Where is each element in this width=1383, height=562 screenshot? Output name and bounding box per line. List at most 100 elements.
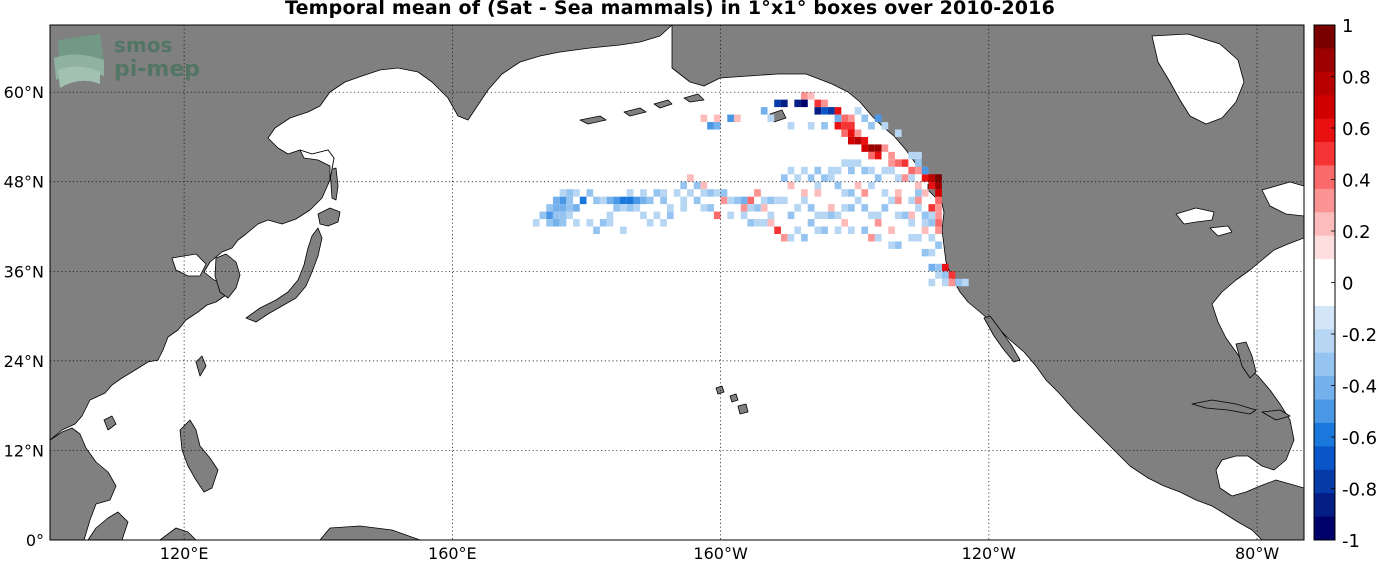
heatmap-cell <box>566 189 574 197</box>
heatmap-cell <box>928 211 936 220</box>
heatmap-cell <box>901 159 909 167</box>
heatmap-cell <box>881 166 889 175</box>
heatmap-cell <box>620 204 627 212</box>
heatmap-cell <box>881 144 889 152</box>
heatmap-cell <box>935 271 942 279</box>
heatmap-cell <box>807 204 815 212</box>
heatmap-cell <box>935 204 942 212</box>
heatmap-cell <box>774 226 781 234</box>
heatmap-cell <box>935 211 942 220</box>
heatmap-cell <box>868 151 875 160</box>
heatmap-cell <box>854 136 862 145</box>
heatmap-cell <box>894 129 902 137</box>
heatmap-cell <box>552 211 560 220</box>
heatmap-cell <box>727 196 734 205</box>
heatmap-cell <box>801 189 808 197</box>
heatmap-cell <box>606 219 614 227</box>
map-frame <box>49 24 1305 541</box>
lon-tick-label: 160°E <box>428 544 477 562</box>
colorbar-label: 0.8 <box>1342 68 1371 89</box>
heatmap-cell <box>915 181 922 190</box>
heatmap-cell <box>921 189 929 197</box>
heatmap-cell <box>894 159 902 167</box>
cuba <box>1191 399 1257 415</box>
heatmap-cell <box>700 204 708 212</box>
heatmap-cell <box>552 219 560 227</box>
heatmap-cell <box>546 204 553 212</box>
heatmap-cell <box>888 151 895 160</box>
heatmap-cell <box>848 166 855 175</box>
heatmap-cell <box>848 204 855 212</box>
logo-line1: smos <box>114 33 172 57</box>
heatmap-cell <box>713 122 721 130</box>
heatmap-cell <box>935 181 942 190</box>
heatmap-cell <box>962 278 969 287</box>
heatmap-cell <box>566 211 574 220</box>
heatmap-cell <box>559 211 567 220</box>
heatmap-cell <box>660 219 667 227</box>
heatmap-cell <box>814 189 822 197</box>
colorbar-label: 0.4 <box>1342 171 1371 192</box>
heatmap-cell <box>807 92 815 100</box>
heatmap-cell <box>888 241 895 249</box>
heatmap-cell <box>687 189 694 197</box>
heatmap-cell <box>660 189 667 197</box>
heatmap-cell <box>760 107 768 115</box>
heatmap-cell <box>760 196 768 205</box>
heatmap-cell <box>633 204 641 212</box>
heatmap-cell <box>693 196 701 205</box>
heatmap-cell <box>613 204 620 212</box>
colorbar-segment <box>1314 48 1335 73</box>
heatmap-cell <box>740 204 748 212</box>
heatmap-cell <box>774 99 781 108</box>
colorbar-label: -0.2 <box>1342 325 1377 346</box>
heatmap-cell <box>707 189 714 197</box>
heatmap-cell <box>928 263 936 272</box>
great-lakes <box>1175 207 1233 237</box>
heatmap-cell <box>854 107 862 115</box>
indochina <box>50 427 117 540</box>
heatmap-cell <box>613 196 620 205</box>
heatmap-cell <box>814 99 822 108</box>
colorbar-segment <box>1314 305 1335 330</box>
heatmap-cell <box>546 211 553 220</box>
heatmap-cell <box>861 144 869 152</box>
heatmap-cell <box>928 278 936 287</box>
heatmap-cell <box>713 114 721 123</box>
lon-tick-label: 120°W <box>962 544 1017 562</box>
colorbar-label: 1 <box>1342 16 1353 37</box>
heatmap-cell <box>780 196 788 205</box>
heatmap-cell <box>620 196 627 205</box>
heatmap-cell <box>713 189 721 197</box>
heatmap-cell <box>894 211 902 220</box>
heatmap-cell <box>794 174 802 182</box>
heatmap-cell <box>921 219 929 227</box>
heatmap-cell <box>915 204 922 212</box>
heatmap-cell <box>834 181 842 190</box>
colorbar-segment <box>1314 165 1335 190</box>
colorbar-segment <box>1314 25 1335 49</box>
heatmap-cell <box>874 219 882 227</box>
heatmap-cell <box>646 219 654 227</box>
heatmap-cell <box>801 233 808 242</box>
korea-landmass <box>214 253 241 299</box>
colorbar-segment <box>1314 71 1335 96</box>
heatmap-cell <box>834 107 842 115</box>
heatmap-cell <box>827 211 835 220</box>
heatmap-cell <box>841 159 848 167</box>
lat-tick-label: 36°N <box>4 262 44 281</box>
heatmap-cell <box>666 204 674 212</box>
colorbar-segment <box>1314 142 1335 166</box>
heatmap-cell <box>653 189 661 197</box>
heatmap-cell <box>854 196 862 205</box>
heatmap-cell <box>834 114 842 123</box>
heatmap-cell <box>801 196 808 205</box>
colorbar-label: -0.6 <box>1342 428 1377 449</box>
heatmap-cell <box>586 189 594 197</box>
colorbar-labels: 1 0.8 0.6 0.4 0.2 0 -0.2 -0.4 -0.6 -0.8 -1 <box>1331 16 1377 552</box>
heatmap-cell <box>827 166 835 175</box>
heatmap-cell <box>841 129 848 137</box>
colorbar-segment <box>1314 235 1335 260</box>
heatmap-cell <box>928 204 936 212</box>
